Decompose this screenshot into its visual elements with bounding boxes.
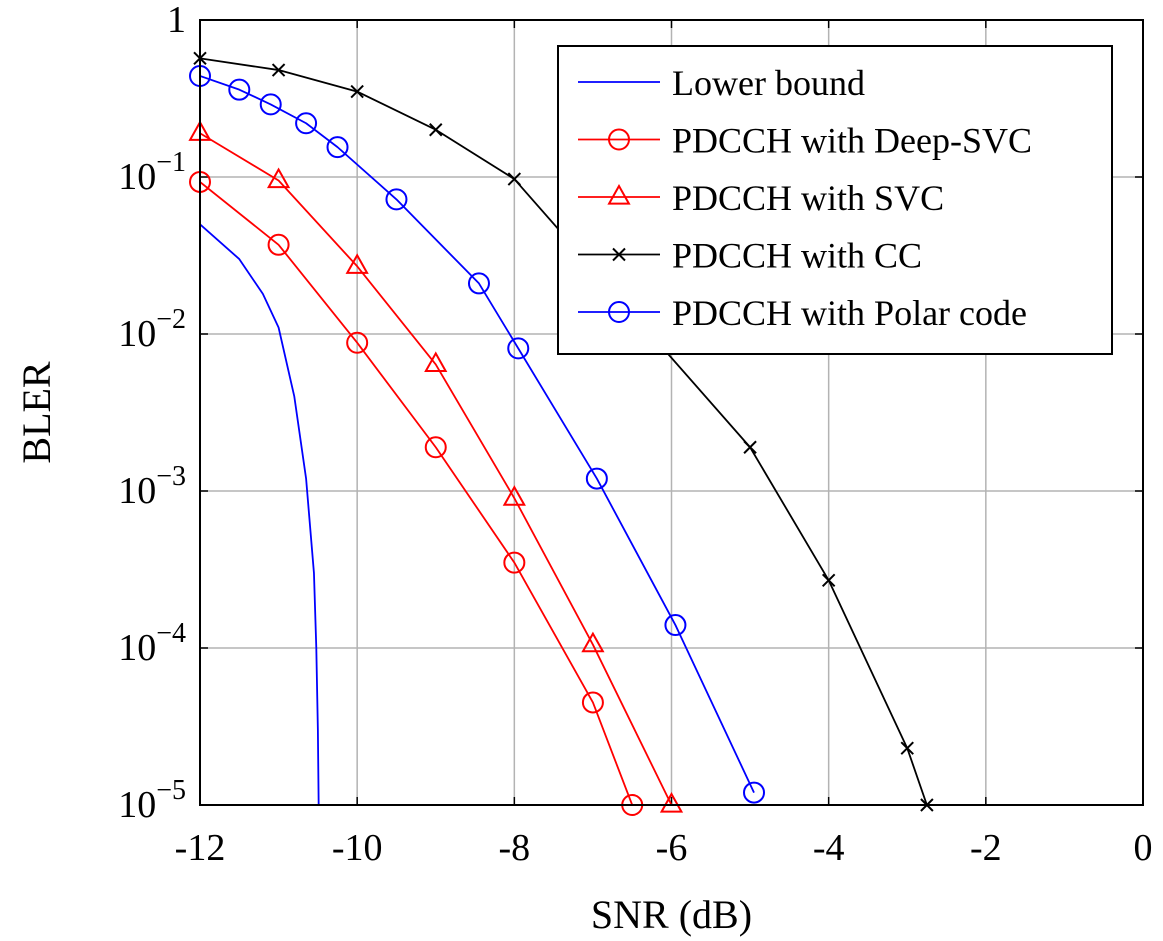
data-point-pdcch-with-polar-code (259, 93, 282, 116)
y-tick-labels: 110−110−210−310−410−5 (118, 0, 186, 826)
legend-label-lower-bound: Lower bound (672, 63, 865, 103)
legend-box (557, 45, 1113, 355)
data-point-pdcch-with-deep-svc (503, 551, 526, 574)
x-tick-label: -10 (332, 827, 383, 869)
y-tick-label: 10−2 (118, 304, 186, 355)
series-line-pdcch-with-deep-svc (200, 181, 634, 805)
data-point-pdcch-with-polar-code (385, 188, 408, 211)
series-line-pdcch-with-svc (200, 132, 673, 805)
data-point-pdcch-with-polar-code (743, 781, 766, 804)
data-point-pdcch-with-polar-code (228, 78, 251, 101)
y-tick-label: 10−1 (118, 147, 186, 198)
series-line-pdcch-with-polar-code (200, 75, 755, 793)
x-tick-label: -4 (813, 827, 845, 869)
x-tick-label: -8 (499, 827, 531, 869)
x-axis-title: SNR (dB) (591, 892, 752, 937)
y-tick-exponent: −3 (156, 461, 186, 492)
data-point-pdcch-with-svc (502, 485, 526, 506)
data-point-pdcch-with-svc (424, 351, 448, 373)
y-tick-exponent: −1 (156, 147, 186, 178)
data-point-pdcch-with-deep-svc (346, 331, 369, 354)
legend-label-pdcch-with-deep-svc: PDCCH with Deep-SVC (672, 121, 1032, 161)
legend-marker-pdcch-with-cc (612, 247, 626, 262)
legend-label-pdcch-with-svc: PDCCH with SVC (672, 178, 944, 218)
series-line-lower-bound (200, 223, 320, 805)
data-point-pdcch-with-svc (266, 167, 291, 189)
series-layer (200, 57, 928, 805)
plot-frame (199, 19, 1144, 806)
y-tick-base: 10 (118, 470, 156, 512)
data-point-pdcch-with-cc (821, 573, 836, 587)
data-point-pdcch-with-polar-code (585, 467, 608, 490)
y-tick-base: 10 (118, 156, 156, 198)
y-tick-base: 10 (118, 784, 156, 826)
x-tick-label: -2 (970, 827, 1002, 869)
data-point-pdcch-with-svc (659, 791, 684, 813)
y-axis-title: BLER (14, 361, 59, 464)
data-point-pdcch-with-polar-code (295, 112, 318, 135)
y-tick-exponent: −4 (156, 618, 186, 649)
data-point-pdcch-with-deep-svc (424, 436, 447, 459)
y-tick-exponent: −5 (156, 775, 186, 806)
x-tick-label: -6 (656, 827, 688, 869)
data-point-pdcch-with-deep-svc (581, 691, 604, 714)
data-point-pdcch-with-svc (345, 253, 369, 274)
data-point-pdcch-with-cc (271, 63, 286, 77)
data-point-pdcch-with-polar-code (664, 614, 687, 637)
y-tick-label: 10−3 (118, 461, 186, 512)
legend-marker-pdcch-with-svc (607, 183, 631, 205)
x-tick-labels: -12 -10 -8 -6 -4 -2 0 (175, 827, 1153, 869)
data-point-pdcch-with-cc (507, 172, 522, 186)
legend: Lower bound PDCCH with Deep-SVC PDCCH with… (557, 45, 1113, 355)
legend-label-pdcch-with-cc: PDCCH with CC (672, 236, 922, 276)
data-point-pdcch-with-cc (743, 440, 757, 454)
x-tick-label: -12 (175, 827, 226, 869)
data-point-pdcch-with-deep-svc (267, 233, 290, 256)
data-point-pdcch-with-cc (350, 84, 364, 99)
y-tick-base: 10 (118, 627, 156, 669)
legend-marker-pdcch-with-deep-svc (608, 128, 630, 151)
y-tick-label: 1 (167, 0, 186, 41)
data-point-pdcch-with-cc (900, 741, 914, 755)
legend-label-pdcch-with-polar-code: PDCCH with Polar code (672, 293, 1027, 333)
data-point-pdcch-with-cc (429, 123, 443, 137)
x-tick-label: 0 (1134, 827, 1153, 869)
data-point-pdcch-with-svc (581, 631, 605, 653)
y-tick-exponent: −2 (156, 304, 186, 335)
data-point-pdcch-with-polar-code (507, 337, 530, 360)
y-tick-label: 10−5 (118, 775, 186, 826)
data-point-pdcch-with-polar-code (326, 136, 349, 159)
legend-marker-pdcch-with-polar-code (608, 301, 630, 323)
y-tick-base: 10 (118, 313, 156, 355)
y-tick-base: 1 (167, 0, 186, 41)
y-tick-label: 10−4 (118, 618, 186, 669)
data-point-pdcch-with-polar-code (467, 272, 490, 295)
